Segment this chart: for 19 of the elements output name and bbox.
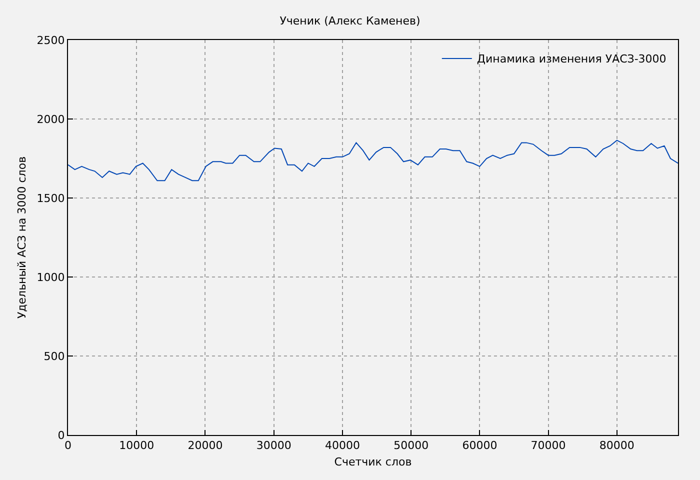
x-tick-label: 10000 xyxy=(119,439,154,452)
x-tick-label: 20000 xyxy=(188,439,223,452)
y-tick-label: 2000 xyxy=(36,112,65,126)
x-tick-label: 70000 xyxy=(530,439,566,452)
y-tick-label: 500 xyxy=(44,350,65,363)
x-tick-label: 30000 xyxy=(256,439,292,452)
line-series xyxy=(68,140,678,182)
chart-title: Ученик (Алекс Каменев) xyxy=(280,14,420,28)
legend-label: Динамика изменения УАСЗ-3000 xyxy=(476,52,666,66)
y-tick-label: 1000 xyxy=(36,270,65,284)
x-tick-label: 50000 xyxy=(394,439,429,452)
x-axis-title: Счетчик слов xyxy=(334,455,412,468)
y-tick-label: 0 xyxy=(58,428,65,442)
y-tick-label: 1500 xyxy=(36,192,65,205)
y-axis-title: Удельный АСЗ на 3000 слов xyxy=(15,156,28,319)
x-tick-label: 60000 xyxy=(462,439,498,452)
x-tick-label: 80000 xyxy=(599,439,634,452)
x-tick-label: 40000 xyxy=(324,439,360,452)
y-tick-label: 2500 xyxy=(36,34,65,47)
